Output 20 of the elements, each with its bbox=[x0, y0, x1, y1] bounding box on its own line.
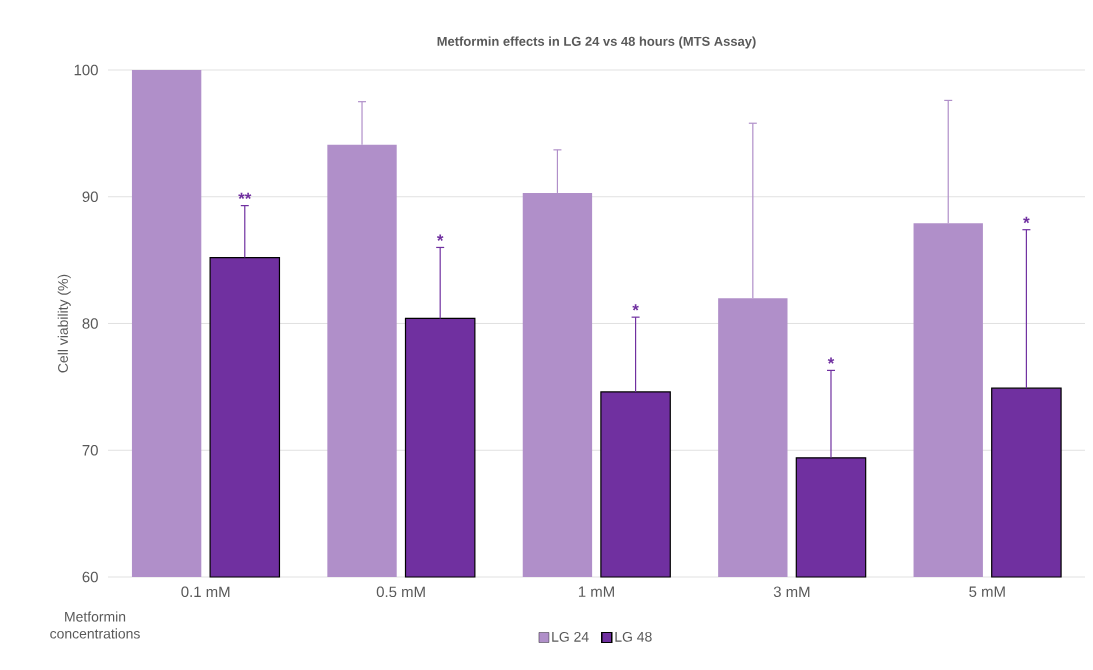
annotation: * bbox=[827, 357, 835, 364]
annotation: * bbox=[1023, 216, 1030, 224]
annotation: ** bbox=[238, 192, 252, 200]
chart-title: Metformin effects in LG 24 vs 48 hours (MTS Assay) bbox=[437, 36, 756, 49]
x-axis-title: Metformin concentrations bbox=[50, 611, 140, 639]
y-tick-label: 80 bbox=[82, 318, 98, 329]
annotation: * bbox=[632, 304, 639, 311]
x-tick-label: 0.5 mM bbox=[376, 586, 425, 598]
y-tick-label: 100 bbox=[74, 64, 98, 76]
legend-label: LG 48 bbox=[615, 631, 652, 642]
legend-label: LG 24 bbox=[552, 631, 589, 642]
y-tick-label: 90 bbox=[82, 191, 98, 203]
x-tick-label: 0.1 mM bbox=[181, 586, 230, 598]
y-tick-label: 70 bbox=[82, 444, 98, 456]
x-tick-label: 5 mM bbox=[969, 586, 1005, 597]
x-tick-label: 1 mM bbox=[578, 586, 614, 597]
y-tick-label: 60 bbox=[82, 571, 98, 583]
annotation: * bbox=[436, 234, 444, 241]
x-tick-label: 3 mM bbox=[773, 586, 810, 598]
y-axis-title: Cell viability (%) bbox=[57, 274, 71, 373]
